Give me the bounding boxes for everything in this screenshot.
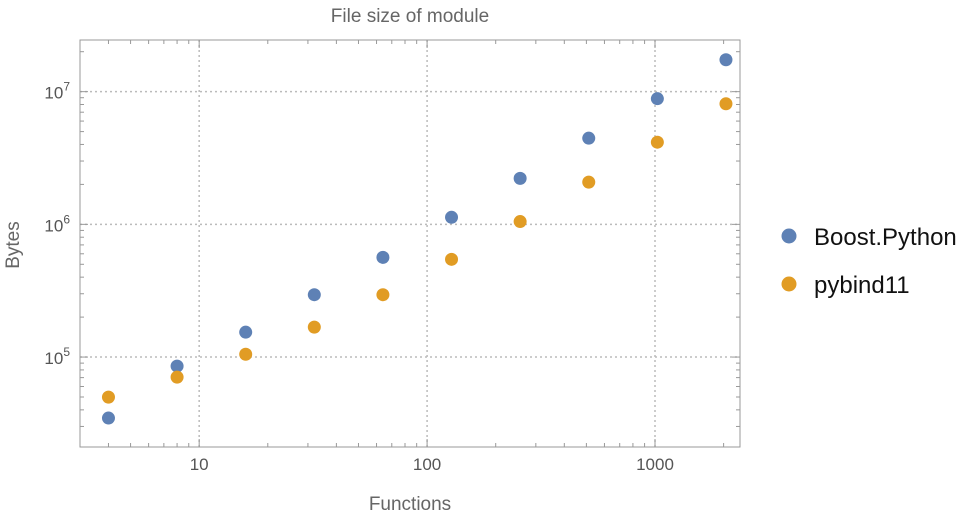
data-point-pybind11 [445,252,459,266]
x-tick-label: 10 [190,455,209,474]
y-axis-label: Bytes [3,221,24,269]
grid [80,40,740,447]
chart-title: File size of module [331,6,489,27]
data-point-pybind11 [170,370,184,384]
x-tick-label: 1000 [636,455,674,474]
data-point-pybind11 [239,347,253,361]
y-tick-label: 105 [44,345,70,368]
data-point-boost-python [239,325,253,339]
data-point-pybind11 [376,288,390,302]
data-point-boost-python [170,359,184,373]
data-point-pybind11 [582,175,596,189]
legend: Boost.Python pybind11 [781,224,957,299]
legend-label: Boost.Python [814,224,957,251]
data-point-boost-python [307,288,321,302]
data-point-boost-python [650,92,664,106]
data-point-boost-python [513,171,527,185]
y-tick-label: 107 [44,80,70,103]
data-point-pybind11 [101,390,115,404]
data-point-pybind11 [719,97,733,111]
data-point-boost-python [719,53,733,67]
data-point-boost-python [445,210,459,224]
plot-frame [79,39,741,448]
legend-label: pybind11 [814,272,910,299]
data-point-boost-python [101,411,115,425]
data-point-pybind11 [650,135,664,149]
legend-marker [781,276,797,292]
data-point-boost-python [376,250,390,264]
data-point-boost-python [582,131,596,145]
data-point-pybind11 [307,320,321,334]
x-tick-label: 100 [413,455,441,474]
x-axis-label: Functions [369,494,451,513]
y-tick-label: 106 [44,212,70,235]
axis-ticks: 10 100 1000 105 106 107 [44,40,740,474]
data-points [101,53,733,425]
legend-marker [781,228,797,244]
data-point-pybind11 [513,215,527,229]
